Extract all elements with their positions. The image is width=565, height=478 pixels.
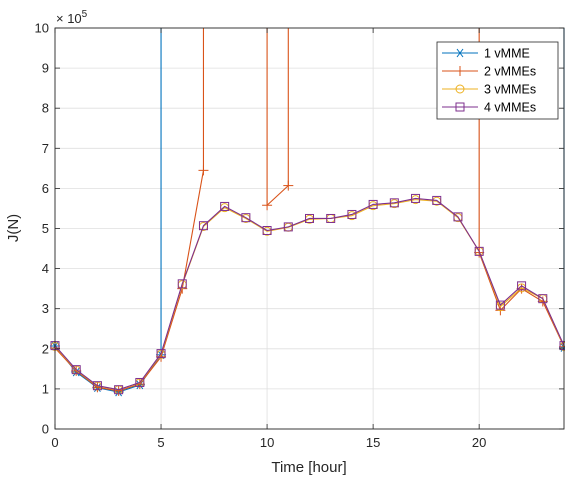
marker-square: [474, 246, 484, 256]
data-point: [455, 84, 465, 94]
y-tick-label: 7: [42, 141, 49, 156]
series: [50, 193, 565, 395]
y-tick-label: 5: [42, 221, 49, 236]
data-point: [283, 180, 294, 191]
y-tick-label: 4: [42, 261, 49, 276]
data-point: [453, 212, 463, 222]
marker-square: [517, 281, 527, 291]
marker-square: [241, 213, 251, 223]
marker-square: [198, 221, 208, 231]
x-tick-label: 5: [157, 435, 164, 450]
marker-square: [156, 349, 166, 359]
marker-square: [71, 365, 81, 375]
legend-label: 2 vMMEs: [484, 65, 536, 79]
data-point: [71, 365, 81, 375]
marker-square: [538, 294, 548, 304]
data-point: [517, 281, 527, 291]
data-point: [220, 201, 230, 211]
y-multiplier-base: × 10: [56, 11, 82, 26]
data-point: [156, 349, 166, 359]
y-tick-label: 3: [42, 301, 49, 316]
x-tick-label: 0: [51, 435, 58, 450]
legend-entry: 3 vMMEs: [442, 83, 536, 97]
legend-entry: 1 vMME: [442, 47, 530, 61]
series: [50, 195, 565, 395]
data-point: [262, 200, 273, 211]
legend-entries: 1 vMME 2 vMMEs 3 vMMEs 4 vMMEs: [442, 47, 536, 115]
legend: 1 vMME 2 vMMEs 3 vMMEs 4 vMMEs: [436, 41, 559, 120]
data-point: [455, 66, 465, 76]
legend-entry: 2 vMMEs: [442, 65, 536, 79]
series-line: [54, 197, 565, 391]
y-tick-label: 9: [42, 61, 49, 76]
legend-label: 1 vMME: [484, 47, 530, 61]
data-point: [135, 377, 145, 387]
data-point: [411, 193, 421, 203]
data-point: [347, 209, 357, 219]
data-point: [283, 222, 293, 232]
marker-square: [283, 222, 293, 232]
data-point: [455, 48, 465, 58]
marker-square: [495, 300, 505, 310]
y-multiplier: × 105: [56, 9, 88, 26]
data-point: [92, 382, 103, 393]
marker-square: [135, 377, 145, 387]
data-point: [92, 381, 102, 391]
y-tick-label: 2: [42, 341, 49, 356]
series-line: [54, 345, 162, 393]
series-line: [478, 252, 565, 348]
marker-stroke: [456, 48, 464, 58]
tick-labels: 0 5 10 15 20 0 1 2 3 4 5 6 7 8 9 10: [35, 21, 487, 451]
data-point: [262, 226, 272, 236]
x-tick-label: 15: [366, 435, 380, 450]
marker-square: [177, 279, 187, 289]
marker-square: [114, 385, 124, 395]
data-point: [114, 385, 124, 395]
marker-square: [220, 201, 230, 211]
marker-circle: [455, 84, 465, 94]
marker-square: [347, 209, 357, 219]
y-multiplier-exponent: 5: [82, 9, 88, 20]
legend-entry: 4 vMMEs: [442, 101, 536, 115]
marker-square: [326, 213, 336, 223]
data-point: [495, 300, 505, 310]
data-point: [241, 213, 251, 223]
series-line: [266, 185, 289, 206]
y-tick-label: 1: [42, 381, 49, 396]
legend-label: 3 vMMEs: [484, 83, 536, 97]
legend-box: [436, 41, 559, 120]
marker-square: [305, 213, 314, 223]
data-point: [177, 279, 187, 289]
data-point: [474, 246, 484, 256]
data-point: [389, 198, 399, 208]
axes: [54, 27, 565, 430]
marker-square: [455, 102, 465, 112]
data-point: [113, 385, 124, 396]
y-tick-label: 6: [42, 181, 49, 196]
y-tick-label: 0: [42, 422, 49, 437]
data-point: [368, 199, 378, 209]
x-tick-label: 10: [260, 435, 274, 450]
y-axis-label: J(N): [5, 214, 22, 242]
data-point: [326, 213, 336, 223]
marker-square: [432, 195, 442, 205]
marker-square: [92, 381, 102, 391]
y-tick-label: 8: [42, 101, 49, 116]
marker-square: [262, 226, 272, 236]
data-point: [198, 221, 208, 231]
marker-square: [453, 212, 463, 222]
data-point: [538, 294, 548, 304]
x-axis-label: Time [hour]: [271, 459, 346, 476]
data-point: [455, 102, 465, 112]
legend-label: 4 vMMEs: [484, 101, 536, 115]
marker-square: [389, 198, 399, 208]
data-point: [432, 195, 442, 205]
data-point: [305, 213, 314, 223]
marker-square: [411, 193, 421, 203]
data-point: [198, 165, 209, 176]
y-tick-label: 10: [35, 21, 49, 36]
marker-square: [368, 199, 378, 209]
x-tick-label: 20: [472, 435, 486, 450]
